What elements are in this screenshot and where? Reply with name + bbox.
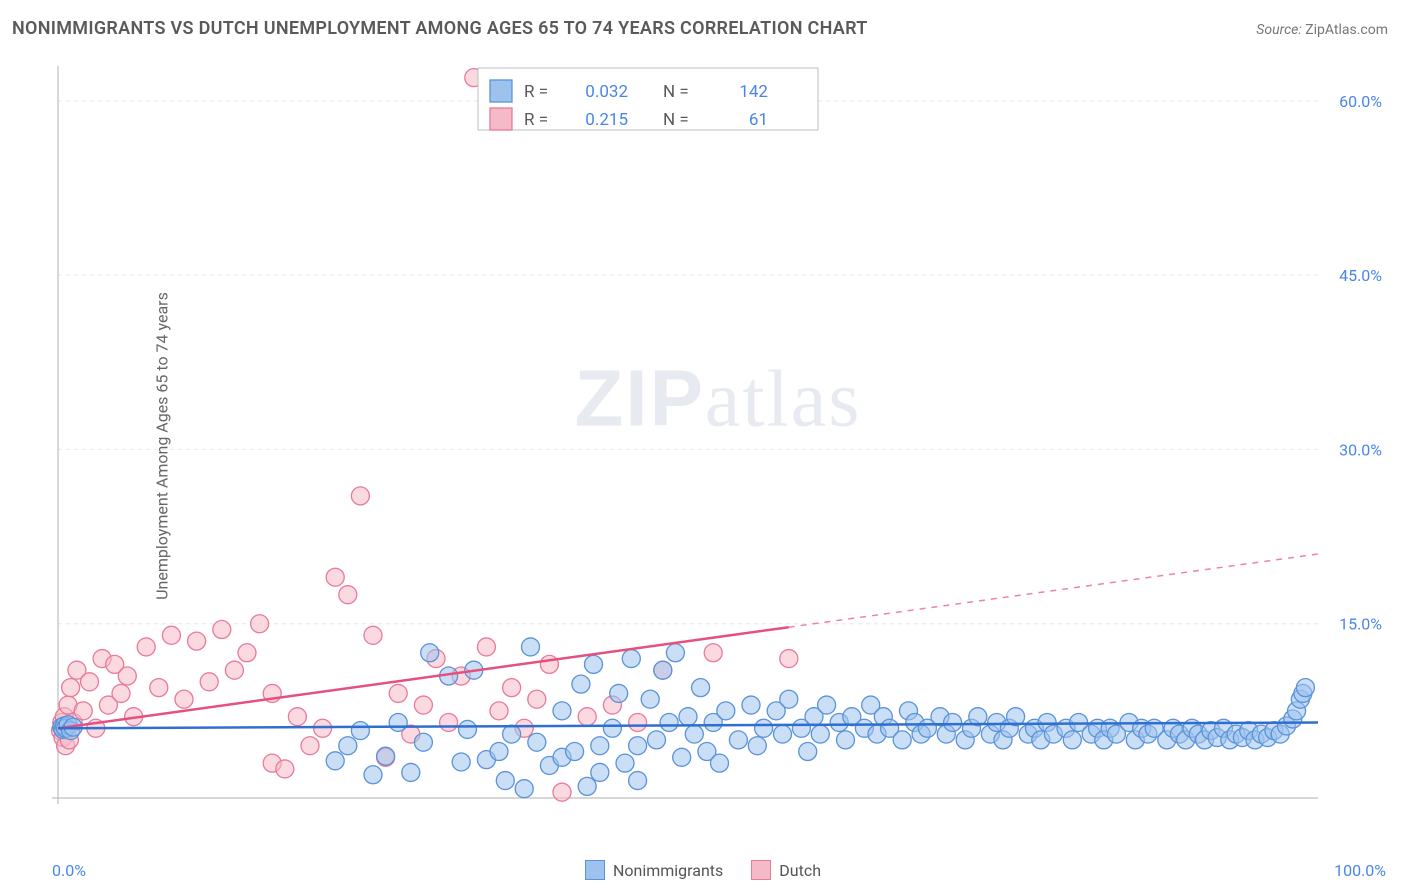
source-attribution: Source: ZipAtlas.com bbox=[1256, 22, 1388, 38]
svg-text:N =: N = bbox=[663, 82, 689, 102]
legend-item-dutch: Dutch bbox=[751, 860, 821, 880]
source-value: ZipAtlas.com bbox=[1305, 22, 1388, 38]
svg-text:0.032: 0.032 bbox=[585, 82, 628, 102]
svg-text:45.0%: 45.0% bbox=[1339, 266, 1382, 285]
svg-text:61: 61 bbox=[749, 110, 768, 130]
svg-text:N =: N = bbox=[663, 110, 689, 130]
svg-text:30.0%: 30.0% bbox=[1339, 440, 1382, 459]
svg-text:142: 142 bbox=[739, 82, 768, 102]
chart-area: 15.0% 30.0% 45.0% 60.0% R = 0.032 N = 142 R = 0.2… bbox=[48, 56, 1388, 836]
svg-text:60.0%: 60.0% bbox=[1339, 92, 1382, 111]
legend-label-nonimmigrants: Nonimmigrants bbox=[613, 861, 723, 880]
source-label: Source: bbox=[1256, 22, 1301, 38]
svg-text:15.0%: 15.0% bbox=[1339, 615, 1382, 634]
x-axis-legend: Nonimmigrants Dutch bbox=[0, 860, 1406, 880]
svg-text:0.215: 0.215 bbox=[585, 110, 628, 130]
scatter-chart: 15.0% 30.0% 45.0% 60.0% R = 0.032 N = 142 R = 0.2… bbox=[48, 56, 1388, 836]
chart-title: NONIMMIGRANTS VS DUTCH UNEMPLOYMENT AMON… bbox=[12, 18, 868, 39]
legend-label-dutch: Dutch bbox=[779, 861, 821, 880]
legend-swatch-blue bbox=[585, 860, 605, 880]
legend-item-nonimmigrants: Nonimmigrants bbox=[585, 860, 723, 880]
svg-text:R =: R = bbox=[524, 110, 548, 130]
legend-swatch-pink bbox=[751, 860, 771, 880]
svg-text:R =: R = bbox=[524, 82, 548, 102]
